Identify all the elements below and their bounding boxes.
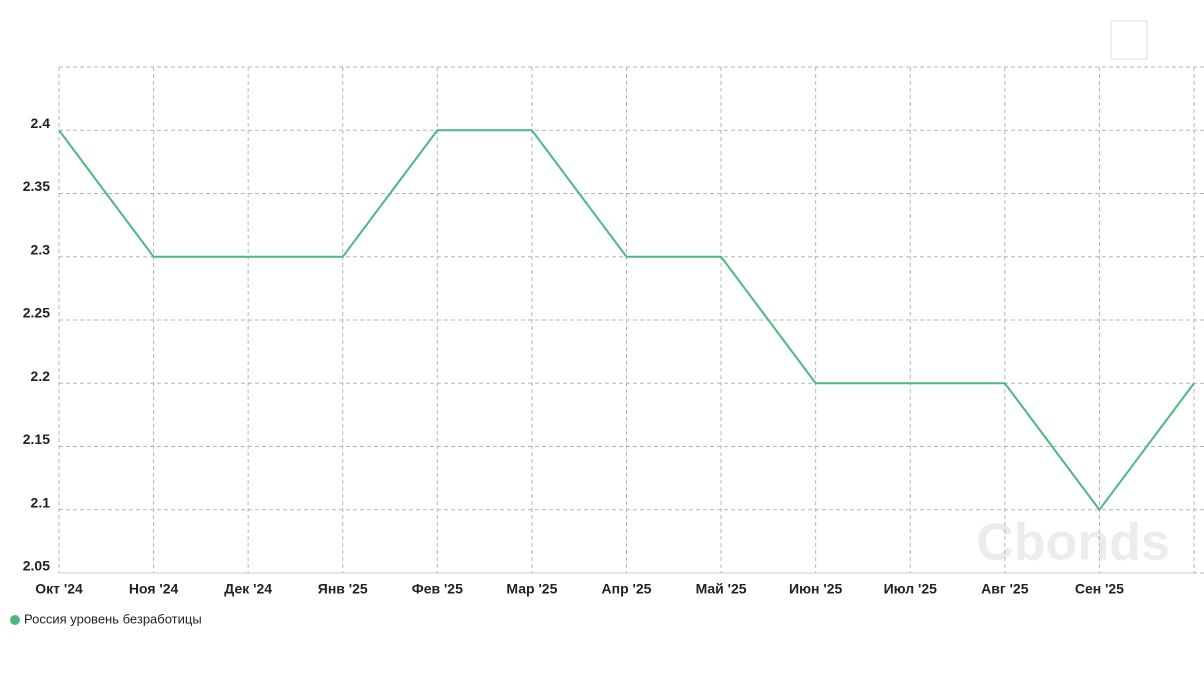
- x-tick-label: Фев '25: [412, 581, 463, 597]
- watermark: Cbonds: [976, 514, 1170, 572]
- legend-marker: [10, 615, 20, 625]
- menu-box[interactable]: [1110, 20, 1148, 60]
- x-tick-label: Мар '25: [506, 581, 557, 597]
- y-tick-label: 2.25: [23, 305, 50, 321]
- x-tick-label: Апр '25: [602, 581, 652, 597]
- x-tick-label: Ноя '24: [129, 581, 179, 597]
- x-tick-label: Авг '25: [981, 581, 1029, 597]
- y-tick-label: 2.3: [31, 241, 51, 257]
- y-tick-label: 2.4: [31, 115, 51, 131]
- y-tick-label: 2.1: [31, 494, 51, 510]
- y-tick-label: 2.2: [31, 368, 51, 384]
- x-tick-label: Июл '25: [884, 581, 938, 597]
- x-tick-label: Май '25: [696, 581, 747, 597]
- y-tick-label: 2.35: [23, 178, 50, 194]
- line: [58, 129, 1195, 512]
- x-tick-label: Сен '25: [1075, 581, 1124, 597]
- x-tick-label: Июн '25: [789, 581, 842, 597]
- legend-label[interactable]: Россия уровень безработицы: [24, 611, 202, 626]
- y-tick-label: 2.05: [23, 558, 50, 574]
- x-tick-label: Окт '24: [35, 581, 83, 597]
- x-tick-label: Дек '24: [224, 581, 272, 597]
- y-tick-label: 2.15: [23, 431, 50, 447]
- x-tick-label: Янв '25: [318, 581, 368, 597]
